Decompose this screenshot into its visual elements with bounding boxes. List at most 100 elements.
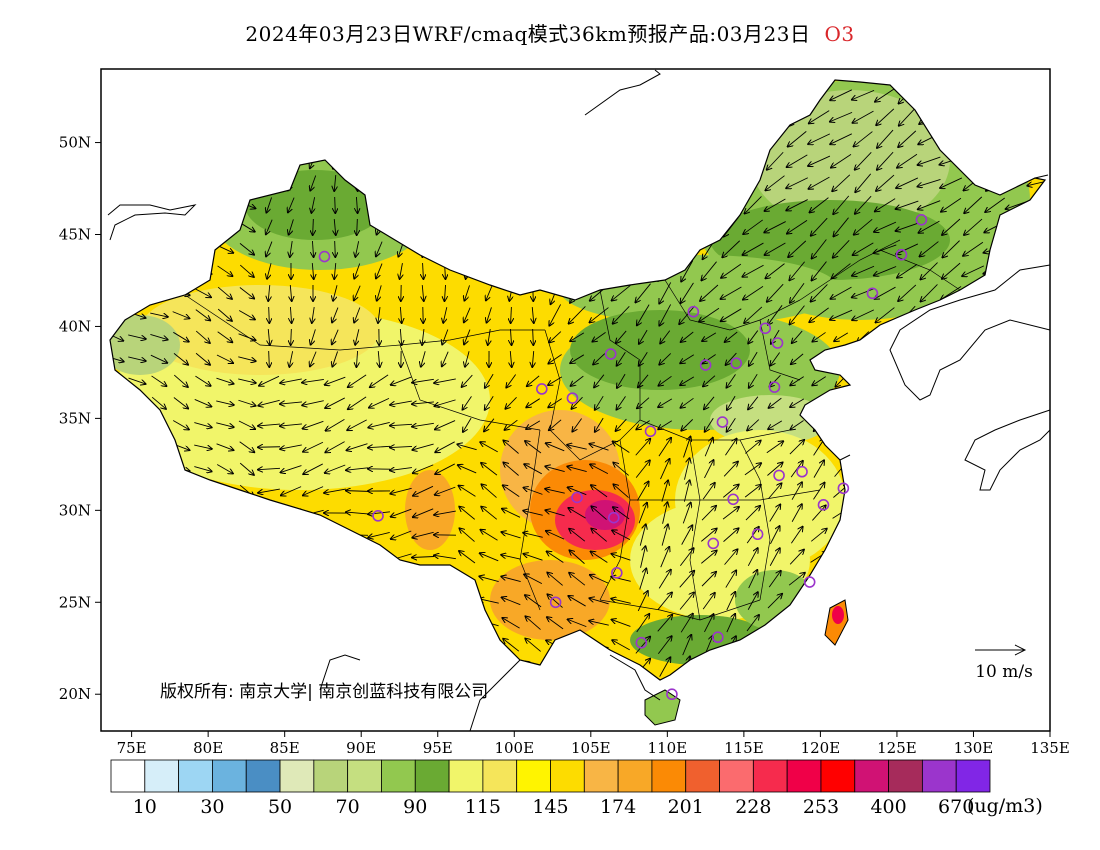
- wind-arrow: [421, 351, 426, 366]
- wind-arrow: [239, 264, 254, 277]
- colorbar-label: 201: [668, 796, 704, 818]
- wind-arrow: [511, 306, 512, 323]
- wind-arrow: [723, 528, 739, 542]
- colorbar-label: 174: [600, 796, 636, 818]
- wind-arrow: [701, 261, 717, 281]
- wind-arrow: [266, 219, 273, 235]
- wind-arrow: [812, 506, 825, 521]
- wind-arrow: [769, 504, 781, 522]
- lon-tick-label: 100E: [494, 739, 534, 757]
- colorbar-label: 90: [403, 796, 427, 818]
- wind-arrow: [291, 328, 292, 345]
- wind-arrow: [789, 261, 805, 281]
- wind-arrow: [918, 156, 941, 165]
- wind-arrow: [545, 489, 565, 494]
- wind-arrow: [699, 307, 720, 321]
- wind-arrow: [874, 244, 897, 253]
- wind-arrow: [412, 422, 434, 426]
- wind-reference-label: 10 m/s: [975, 662, 1033, 682]
- wind-arrow: [657, 592, 672, 610]
- colorbar-label: 400: [870, 796, 906, 818]
- city-marker: [571, 491, 583, 504]
- wind-arrow: [790, 420, 804, 429]
- wind-arrow: [898, 284, 917, 301]
- wind-arrow: [354, 263, 361, 278]
- wind-arrow: [745, 506, 760, 521]
- wind-arrow: [435, 420, 456, 430]
- wind-arrow: [941, 197, 962, 211]
- wind-arrow: [572, 418, 582, 431]
- wind-arrow: [613, 306, 630, 323]
- wind-arrow: [480, 530, 498, 541]
- wind-arrow: [391, 530, 412, 539]
- lat-tick-label: 45N: [59, 226, 91, 244]
- wind-arrow: [195, 330, 210, 343]
- lon-tick-label: 115E: [724, 739, 764, 757]
- city-marker: [751, 528, 764, 541]
- wind-arrow: [335, 240, 336, 257]
- wind-arrow: [194, 444, 212, 449]
- wind-arrow: [524, 488, 543, 495]
- wind-arrow: [727, 395, 736, 410]
- wind-arrow: [173, 397, 188, 408]
- colorbar-swatch: [550, 759, 585, 793]
- city-marker: [566, 392, 579, 404]
- wind-arrow: [442, 329, 449, 345]
- wind-arrow: [110, 332, 123, 341]
- wind-arrow: [444, 284, 445, 301]
- wind-arrow: [701, 506, 716, 521]
- wind-arrow: [501, 532, 521, 539]
- wind-arrow: [412, 531, 434, 537]
- wind-arrow: [704, 396, 715, 409]
- wind-arrow: [195, 309, 210, 321]
- wind-arrow: [639, 329, 648, 344]
- colorbar-swatch: [752, 759, 788, 793]
- colorbar-label: 70: [336, 796, 360, 818]
- wind-arrow: [547, 617, 564, 630]
- taiwan-hotspot: [832, 606, 844, 624]
- wind-arrow: [638, 374, 649, 387]
- wind-arrow: [501, 576, 521, 582]
- wind-arrow: [216, 377, 233, 384]
- wind-arrow: [679, 571, 694, 588]
- lon-tick-label: 120E: [801, 739, 841, 757]
- wind-arrow: [289, 219, 294, 234]
- city-marker: [771, 337, 784, 349]
- wind-arrow: [571, 396, 583, 409]
- city-marker: [796, 465, 808, 478]
- wind-arrow: [896, 222, 919, 231]
- wind-arrow: [434, 510, 456, 515]
- wind-arrow: [567, 466, 587, 472]
- colorbar-swatch: [347, 759, 382, 793]
- wind-arrow: [302, 379, 324, 382]
- wind-arrow: [723, 485, 738, 498]
- wind-arrow: [311, 197, 314, 213]
- wind-arrow: [635, 460, 650, 478]
- wind-arrow: [479, 599, 499, 604]
- city-marker: [318, 250, 331, 263]
- wind-arrow: [744, 485, 761, 498]
- wind-arrow: [390, 446, 413, 447]
- wind-arrow: [355, 241, 358, 257]
- wind-arrow: [310, 175, 317, 190]
- wind-arrow: [749, 373, 758, 388]
- wind-arrow: [659, 304, 672, 325]
- wind-arrow: [616, 418, 627, 431]
- wind-arrow: [502, 618, 520, 629]
- wind-arrow: [303, 463, 323, 474]
- wind-arrow: [769, 548, 780, 566]
- wind-arrow: [679, 305, 696, 324]
- wind-arrow: [332, 351, 339, 366]
- wind-arrow: [524, 464, 542, 475]
- wind-arrow: [173, 331, 188, 341]
- lat-tick-label: 30N: [59, 501, 91, 519]
- wind-arrow: [769, 374, 781, 387]
- colorbar-label: 10: [133, 796, 157, 818]
- wind-arrow: [830, 111, 853, 121]
- colorbar-label: 145: [532, 796, 568, 818]
- wind-arrow: [896, 243, 919, 254]
- lon-tick-label: 135E: [1030, 739, 1070, 757]
- wind-arrow: [680, 354, 695, 363]
- lat-tick-label: 25N: [59, 593, 91, 611]
- wind-arrow: [767, 283, 784, 302]
